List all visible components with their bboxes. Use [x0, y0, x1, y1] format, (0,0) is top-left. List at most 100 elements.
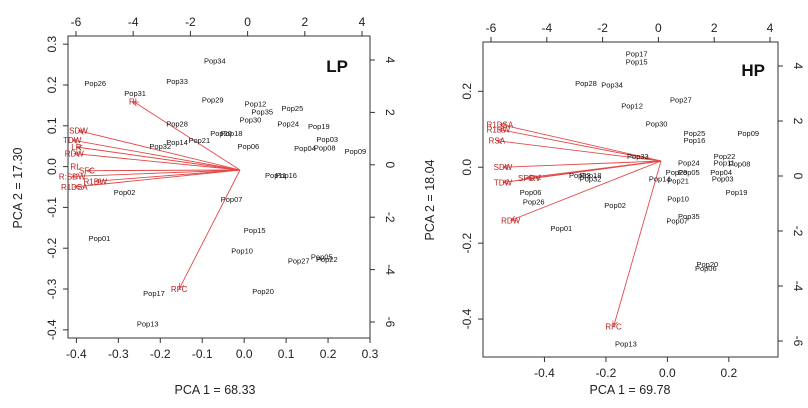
score-label: Pop33: [166, 77, 188, 86]
loading-label: R1DSA: [61, 183, 88, 192]
top-tick-label: 2: [711, 21, 718, 35]
top-tick-label: 4: [767, 21, 774, 35]
score-label: Pop35: [251, 108, 273, 117]
y-tick-label: 0.2: [45, 76, 59, 93]
score-label: Pop33: [627, 152, 649, 161]
x-tick-label: -0.2: [596, 366, 617, 380]
score-label: Pop18: [221, 129, 243, 138]
loading-label: RDW: [65, 150, 85, 159]
loading-arrow: [72, 169, 241, 176]
score-label: Pop26: [523, 197, 545, 206]
score-label: Pop22: [714, 152, 736, 161]
y-axis-label: PCA 2 = 18.04: [423, 159, 437, 240]
score-label: Pop02: [114, 188, 136, 197]
y-tick-label: -0.1: [45, 197, 59, 218]
score-label: Pop34: [204, 56, 226, 65]
score-label: Pop08: [729, 159, 751, 168]
loading-arrow: [95, 169, 241, 181]
x-tick-label: 0.2: [320, 347, 337, 361]
score-label: Pop09: [344, 147, 366, 156]
x-tick-label: -0.3: [108, 347, 129, 361]
score-label: Pop10: [231, 246, 253, 255]
x-tick-label: -0.4: [534, 366, 555, 380]
y-tick-label: 0.0: [460, 159, 474, 176]
loading-label: SDW: [494, 163, 513, 172]
score-label: Pop13: [137, 320, 159, 329]
score-label: Pop30: [646, 120, 668, 129]
score-label: Pop20: [696, 260, 718, 269]
score-label: Pop01: [551, 224, 573, 233]
right-tick-label: -4: [383, 264, 397, 275]
loading-arrow: [497, 141, 662, 162]
loading-label: RI: [129, 97, 137, 106]
x-tick-label: -0.1: [192, 347, 213, 361]
score-label: Pop23: [569, 171, 591, 180]
loading-arrow: [511, 160, 662, 220]
loading-arrow: [74, 169, 241, 187]
score-label: Pop25: [282, 104, 304, 113]
score-label: Pop32: [149, 142, 171, 151]
loading-label: RFC: [605, 323, 622, 332]
score-label: Pop20: [210, 129, 232, 138]
score-label: Pop21: [667, 177, 689, 186]
top-tick-label: 0: [655, 21, 662, 35]
x-tick-label: -0.2: [150, 347, 171, 361]
top-tick-label: 2: [301, 15, 308, 29]
loading-label: SFC: [79, 167, 95, 176]
right-tick-label: 2: [383, 109, 397, 116]
x-tick-label: -0.4: [66, 347, 87, 361]
y-tick-label: 0.3: [45, 35, 59, 52]
top-tick-label: 4: [359, 15, 366, 29]
score-label: Pop07: [666, 216, 688, 225]
score-label: Pop35: [678, 212, 700, 221]
score-label: Pop21: [188, 136, 210, 145]
score-label: Pop08: [314, 143, 336, 152]
loading-label: R1DSA: [487, 120, 514, 129]
biplot-lp: -0.4 -0.3 -0.2 -0.1 0.0 0.1 0.2 0.3 -0.4 -0.3 -0.2…: [11, 15, 397, 397]
y-tick-label: 0.1: [45, 117, 59, 134]
score-label: Pop17: [626, 49, 648, 58]
score-label: Pop28: [166, 120, 188, 129]
right-tick-label: 4: [791, 63, 805, 70]
score-label: Pop17: [143, 289, 165, 298]
y-tick-label: -0.4: [45, 319, 59, 340]
x-axis-label: PCA 1 = 68.33: [175, 383, 256, 397]
x-tick-label: 0.0: [236, 347, 253, 361]
top-tick-label: 0: [244, 15, 251, 29]
score-label: Pop11: [265, 171, 286, 180]
top-tick-label: -6: [71, 15, 82, 29]
score-label: Pop25: [684, 129, 706, 138]
score-label: Pop24: [277, 120, 299, 129]
plot-frame: [67, 35, 371, 339]
panel-title: HP: [741, 61, 765, 80]
x-axis-label: PCA 1 = 69.78: [590, 383, 671, 397]
score-label: Pop06: [238, 142, 260, 151]
loading-label: RSA: [489, 137, 506, 146]
score-label: Pop06: [520, 188, 542, 197]
score-label: Pop15: [244, 226, 266, 235]
loading-label: RL: [70, 163, 81, 172]
y-tick-label: -0.3: [45, 278, 59, 299]
score-label: Pop34: [601, 81, 623, 90]
right-tick-label: -6: [791, 336, 805, 347]
x-tick-label: 0.3: [362, 347, 379, 361]
loading-label: LR: [71, 143, 81, 152]
y-tick-label: -0.2: [460, 232, 474, 253]
loading-arrow: [74, 154, 241, 171]
score-label: Pop15: [626, 58, 648, 67]
score-label: Pop32: [580, 175, 602, 184]
score-label: Pop03: [712, 175, 734, 184]
score-label: Pop05: [678, 168, 700, 177]
y-tick-label: -0.4: [460, 308, 474, 329]
score-label: Pop28: [575, 79, 597, 88]
loading-arrow: [503, 160, 662, 182]
top-tick-label: -4: [128, 15, 139, 29]
score-label: Pop19: [308, 122, 330, 131]
right-tick-label: 2: [791, 118, 805, 125]
loading-arrow: [133, 101, 241, 171]
loading-label: RFC: [171, 285, 188, 294]
score-label: Pop27: [288, 256, 310, 265]
right-tick-label: -2: [791, 226, 805, 237]
score-label: Pop05: [311, 252, 333, 261]
loading-arrow: [503, 160, 662, 167]
